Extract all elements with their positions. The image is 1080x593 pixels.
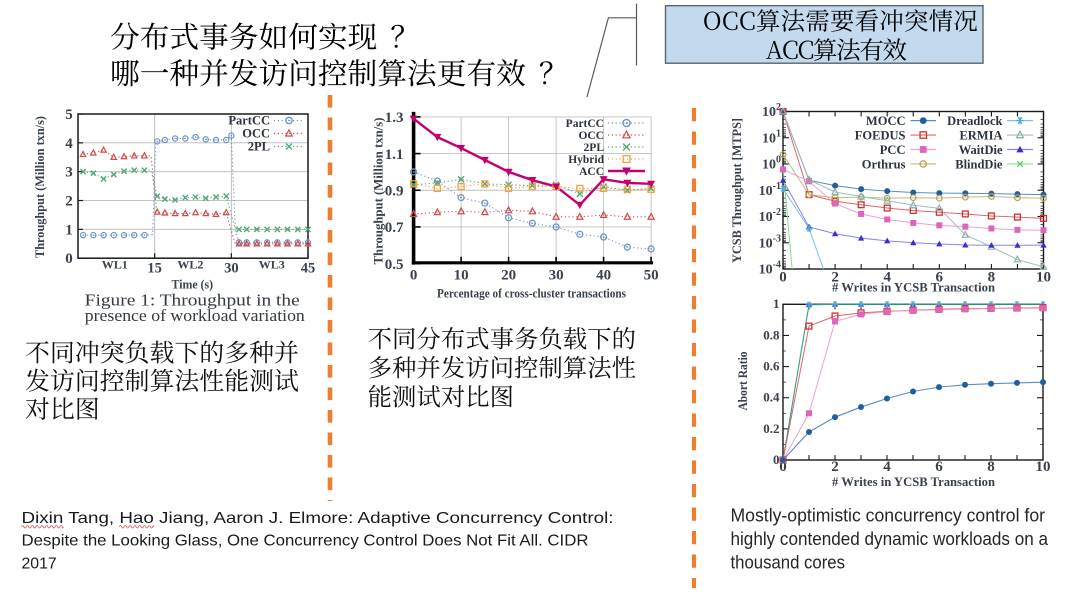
svg-text:50: 50 — [644, 267, 659, 283]
svg-text:Dixin Tang, Hao Jiang, Aaron J: Dixin Tang, Hao Jiang, Aaron J. Elmore: … — [22, 510, 614, 527]
svg-text:15: 15 — [147, 260, 162, 276]
svg-text:2017: 2017 — [22, 555, 57, 572]
svg-text:10-1: 10-1 — [759, 181, 781, 199]
svg-text:5: 5 — [65, 107, 73, 123]
svg-text:Abort Ratio: Abort Ratio — [735, 352, 750, 411]
svg-text:10: 10 — [1036, 270, 1051, 286]
svg-text:4: 4 — [883, 270, 891, 286]
svg-text:1.1: 1.1 — [385, 147, 404, 163]
svg-text:BlindDie: BlindDie — [955, 157, 1003, 171]
svg-text:101: 101 — [762, 128, 781, 146]
svg-text:100: 100 — [762, 155, 781, 173]
svg-text:8: 8 — [988, 270, 996, 286]
svg-text:WL2: WL2 — [177, 258, 203, 272]
svg-text:6: 6 — [935, 459, 943, 475]
svg-text:Hybrid: Hybrid — [568, 154, 604, 166]
svg-text:6: 6 — [936, 270, 944, 286]
svg-text:10-2: 10-2 — [759, 207, 781, 225]
svg-text:1: 1 — [65, 222, 73, 238]
svg-text:10-4: 10-4 — [759, 260, 781, 278]
svg-text:10: 10 — [454, 267, 469, 283]
svg-text:0: 0 — [410, 267, 418, 283]
svg-text:0: 0 — [779, 459, 787, 475]
svg-text:Dreadlock: Dreadlock — [947, 114, 1002, 128]
svg-text:0: 0 — [65, 251, 73, 267]
svg-text:Throughput (Million txn/s): Throughput (Million txn/s) — [33, 116, 47, 258]
svg-text:40: 40 — [596, 267, 611, 283]
svg-text:0.6: 0.6 — [763, 358, 780, 373]
svg-text:0.5: 0.5 — [385, 257, 404, 273]
svg-text:Time (s): Time (s) — [172, 277, 214, 292]
svg-text:1: 1 — [773, 296, 780, 311]
svg-text:PCC: PCC — [880, 143, 906, 157]
svg-text:Orthrus: Orthrus — [862, 157, 906, 171]
svg-text:4: 4 — [65, 136, 73, 152]
svg-text:PartCC: PartCC — [228, 114, 270, 128]
svg-text:FOEDUS: FOEDUS — [855, 128, 906, 142]
svg-text:30: 30 — [549, 267, 564, 283]
svg-text:2: 2 — [831, 459, 839, 475]
svg-text:2: 2 — [831, 270, 839, 286]
svg-text:10-3: 10-3 — [759, 233, 781, 251]
svg-text:Throughput (Million txn/s): Throughput (Million txn/s) — [372, 118, 386, 265]
svg-text:# Writes in YCSB Transaction: # Writes in YCSB Transaction — [832, 281, 995, 295]
svg-text:0: 0 — [779, 270, 787, 286]
svg-text:0.9: 0.9 — [385, 183, 404, 199]
svg-text:thousand cores: thousand cores — [731, 552, 846, 572]
svg-text:ERMIA: ERMIA — [959, 128, 1002, 142]
svg-text:0.8: 0.8 — [763, 327, 780, 342]
svg-text:WL3: WL3 — [259, 258, 285, 272]
svg-text:ACC: ACC — [579, 166, 604, 178]
svg-text:MOCC: MOCC — [866, 114, 906, 128]
svg-text:10: 10 — [1036, 459, 1051, 475]
svg-text:PartCC: PartCC — [566, 118, 604, 130]
svg-text:0.4: 0.4 — [763, 390, 780, 405]
svg-text:presence of workload variation: presence of workload variation — [85, 306, 306, 325]
svg-text:Mostly-optimistic concurrency: Mostly-optimistic concurrency control fo… — [731, 506, 1046, 526]
svg-text:WL1: WL1 — [102, 258, 128, 272]
svg-text:WaitDie: WaitDie — [959, 143, 1003, 157]
svg-text:2PL: 2PL — [248, 140, 270, 154]
svg-text:OCC: OCC — [242, 127, 270, 141]
svg-text:0.7: 0.7 — [385, 220, 404, 236]
svg-text:Despite the Looking Glass, One: Despite the Looking Glass, One Concurren… — [22, 533, 589, 550]
svg-text:highly contended dynamic workl: highly contended dynamic workloads on a — [731, 529, 1049, 549]
svg-text:2: 2 — [65, 194, 73, 210]
svg-text:4: 4 — [883, 459, 891, 475]
svg-text:102: 102 — [762, 102, 781, 120]
svg-text:Percentage of cross-cluster tr: Percentage of cross-cluster transactions — [437, 287, 626, 301]
svg-text:OCC: OCC — [578, 130, 604, 142]
svg-text:20: 20 — [501, 267, 516, 283]
svg-text:30: 30 — [224, 260, 239, 276]
svg-text:8: 8 — [987, 459, 995, 475]
svg-text:45: 45 — [301, 260, 316, 276]
svg-text:3: 3 — [65, 165, 73, 181]
svg-text:Figure 1: Throughput in the: Figure 1: Throughput in the — [85, 291, 300, 310]
svg-text:# Writes in YCSB Transaction: # Writes in YCSB Transaction — [832, 475, 995, 489]
svg-text:2PL: 2PL — [584, 142, 605, 154]
svg-text:YCSB Throughput [MTPS]: YCSB Throughput [MTPS] — [729, 118, 744, 263]
svg-text:0: 0 — [773, 452, 780, 467]
svg-text:0.2: 0.2 — [763, 421, 779, 436]
svg-text:1.3: 1.3 — [385, 110, 404, 126]
